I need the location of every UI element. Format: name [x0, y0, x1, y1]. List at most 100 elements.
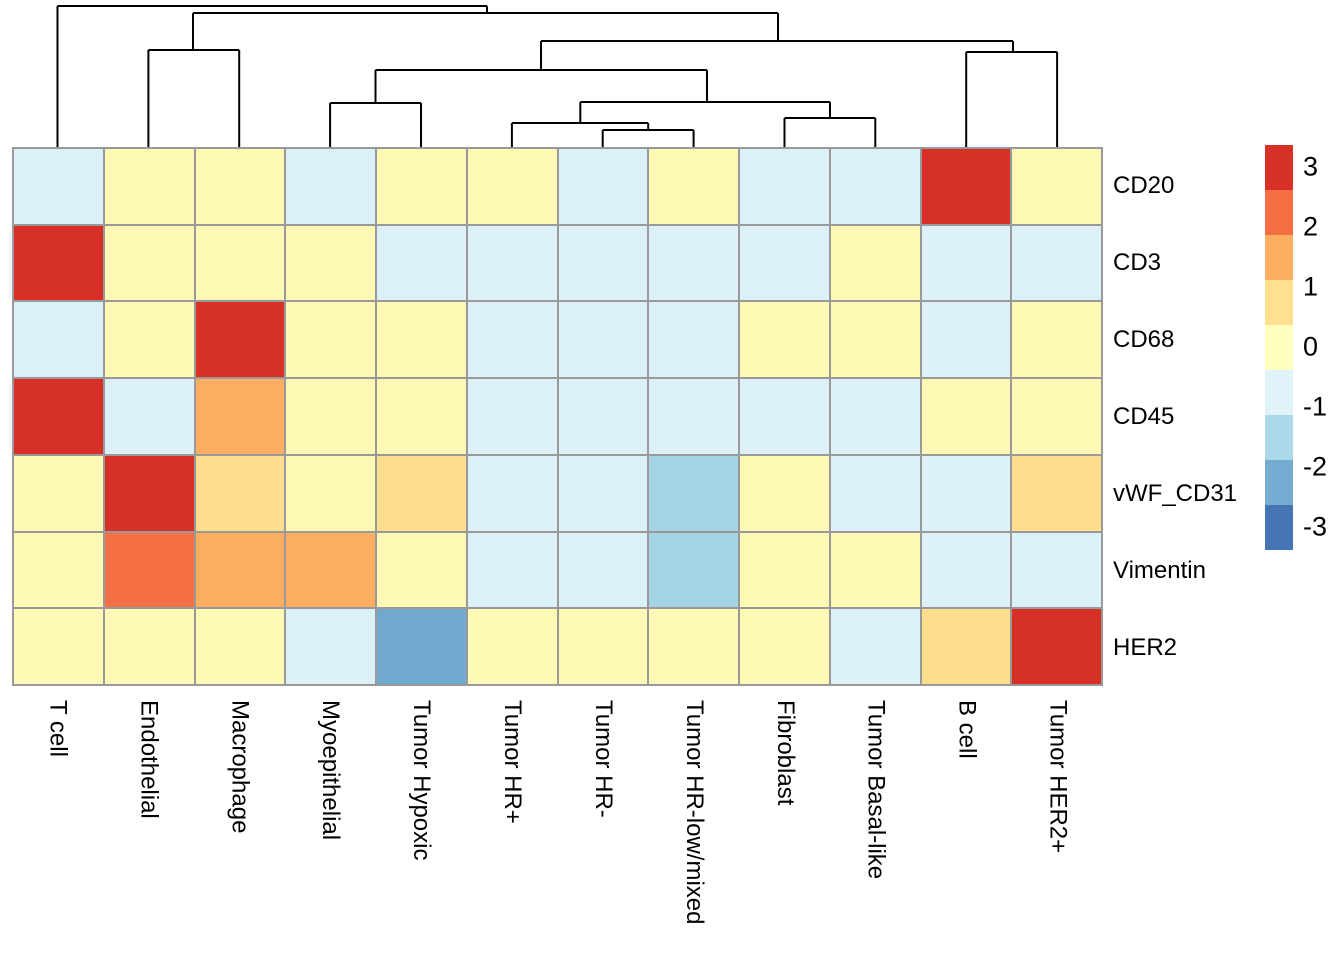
row-label: CD3: [1113, 248, 1162, 276]
heatmap-cell: [104, 225, 194, 301]
heatmap-cell: [740, 379, 829, 454]
heatmap-cell: [830, 532, 920, 608]
heatmap-cell: [740, 302, 829, 378]
heatmap-cell: [830, 455, 920, 531]
row-label: CD45: [1113, 402, 1175, 430]
heatmap-cell: [377, 609, 466, 684]
column-label: Tumor HER2+: [1044, 700, 1072, 854]
heatmap-cell: [195, 149, 285, 224]
legend-color-block: [1265, 145, 1293, 190]
heatmap-cell: [558, 609, 648, 684]
heatmap-cell: [14, 302, 103, 378]
heatmap-cell: [104, 379, 194, 454]
row-label: vWF_CD31: [1113, 479, 1238, 507]
legend-tick-label: -2: [1303, 451, 1328, 482]
heatmap-cell: [1012, 609, 1101, 684]
row-label: Vimentin: [1113, 556, 1206, 584]
heatmap-cell: [830, 379, 920, 454]
legend-color-block: [1265, 325, 1293, 370]
heatmap-cell: [195, 302, 285, 378]
column-label: Myoepithelial: [317, 700, 345, 841]
heatmap-cell: [467, 302, 557, 378]
column-label: B cell: [953, 700, 981, 759]
column-label: Macrophage: [226, 700, 254, 834]
heatmap-cell: [830, 149, 920, 224]
heatmap-cell: [921, 609, 1011, 684]
heatmap-cell: [1012, 225, 1101, 301]
legend-color-block: [1265, 460, 1293, 505]
legend-color-block: [1265, 235, 1293, 280]
heatmap-cell: [1012, 455, 1101, 531]
column-label: Fibroblast: [771, 700, 799, 806]
heatmap-cell: [286, 302, 375, 378]
heatmap-cell: [1012, 532, 1101, 608]
heatmap-cell: [377, 379, 466, 454]
heatmap-cell: [558, 149, 648, 224]
heatmap-cell: [377, 225, 466, 301]
heatmap-cell: [558, 455, 648, 531]
heatmap-cell: [104, 149, 194, 224]
heatmap-cell: [740, 455, 829, 531]
heatmap-cell: [104, 532, 194, 608]
row-label: CD20: [1113, 171, 1175, 199]
heatmap-cell: [195, 609, 285, 684]
heatmap-cell: [921, 302, 1011, 378]
heatmap-cell: [286, 455, 375, 531]
heatmap-cell: [195, 532, 285, 608]
column-label: Tumor Basal-like: [862, 700, 890, 880]
heatmap-cell: [740, 609, 829, 684]
heatmap-cell: [1012, 149, 1101, 224]
column-label: T cell: [44, 700, 72, 757]
heatmap-cell: [467, 149, 557, 224]
heatmap-cell: [830, 302, 920, 378]
heatmap-cell: [649, 532, 738, 608]
legend-color-block: [1265, 190, 1293, 235]
column-label: Tumor HR-low/mixed: [680, 700, 708, 925]
heatmap-cell: [286, 609, 375, 684]
heatmap-cell: [377, 302, 466, 378]
heatmap-cell: [649, 455, 738, 531]
heatmap-cell: [830, 225, 920, 301]
heatmap-cell: [921, 225, 1011, 301]
heatmap-cell: [104, 455, 194, 531]
legend-tick-label: 1: [1303, 271, 1319, 302]
heatmap-cell: [14, 455, 103, 531]
legend-tick-label: 2: [1303, 211, 1319, 242]
heatmap-cell: [830, 609, 920, 684]
heatmap-cell: [558, 225, 648, 301]
column-dendrogram: [56, 5, 1059, 147]
column-label: Tumor HR+: [499, 700, 527, 824]
heatmap-cell: [286, 149, 375, 224]
heatmap-cell: [740, 225, 829, 301]
heatmap-cell: [467, 532, 557, 608]
heatmap-cell: [14, 609, 103, 684]
heatmap-cell: [467, 379, 557, 454]
heatmap-cell: [921, 455, 1011, 531]
heatmap-cell: [558, 302, 648, 378]
heatmap-cell: [558, 532, 648, 608]
legend-tick-label: -1: [1303, 391, 1328, 422]
heatmap-cell: [104, 302, 194, 378]
heatmap-cell: [377, 455, 466, 531]
heatmap-cell: [195, 225, 285, 301]
heatmap-cell: [467, 455, 557, 531]
heatmap-cell: [14, 225, 103, 301]
heatmap-cell: [649, 225, 738, 301]
legend-tick-label: 0: [1303, 331, 1319, 362]
heatmap-cell: [1012, 379, 1101, 454]
heatmap-cell: [558, 379, 648, 454]
legend-color-block: [1265, 505, 1293, 550]
legend-colorbar: [1265, 145, 1293, 550]
heatmap-cell: [377, 149, 466, 224]
heatmap-cell: [104, 609, 194, 684]
heatmap-cell: [286, 532, 375, 608]
heatmap-cell: [286, 225, 375, 301]
heatmap-cell: [14, 149, 103, 224]
heatmap-cell: [649, 609, 738, 684]
heatmap-cell: [921, 532, 1011, 608]
heatmap-cell: [195, 379, 285, 454]
heatmap-cell: [377, 532, 466, 608]
heatmap-cell: [921, 379, 1011, 454]
legend-tick-label: 3: [1303, 151, 1319, 182]
